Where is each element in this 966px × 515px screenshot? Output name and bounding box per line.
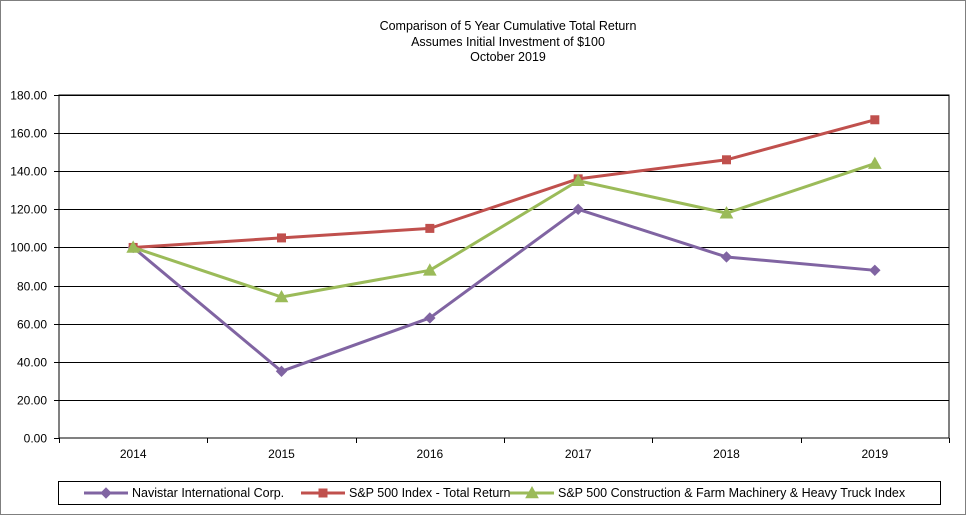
data-point-construction-index <box>719 206 734 219</box>
x-tick-label: 2014 <box>120 447 147 461</box>
legend-item-construction-index: S&P 500 Construction & Farm Machinery & … <box>510 482 905 504</box>
series-sp500 <box>128 115 880 252</box>
legend-swatch-marker <box>318 488 328 498</box>
data-point-navistar <box>572 203 584 216</box>
x-tick-label: 2016 <box>416 447 443 461</box>
y-tick-label: 80.00 <box>17 280 47 294</box>
chart-title-line-1: Comparison of 5 Year Cumulative Total Re… <box>379 19 637 33</box>
data-point-sp500 <box>425 223 435 233</box>
y-tick-label: 60.00 <box>17 318 47 332</box>
data-point-sp500 <box>722 155 731 165</box>
y-tick-label: 120.00 <box>10 203 47 217</box>
chart-title: Comparison of 5 Year Cumulative Total Re… <box>0 19 966 66</box>
legend-swatch-marker <box>525 485 539 499</box>
data-point-navistar <box>424 312 436 324</box>
y-tick-label: 160.00 <box>10 127 47 141</box>
x-tick-label: 2018 <box>713 447 740 461</box>
data-point-navistar <box>720 251 733 263</box>
legend: Navistar International Corp. S&P 500 Ind… <box>58 481 941 505</box>
data-point-construction-index <box>571 173 586 187</box>
y-tick-label: 20.00 <box>17 394 47 408</box>
data-point-navistar <box>275 365 288 378</box>
x-tick-label: 2019 <box>861 447 888 461</box>
grid-lines <box>59 95 949 401</box>
data-point-construction-index <box>422 263 437 276</box>
x-tick-label: 2015 <box>268 447 295 461</box>
y-tick-label: 180.00 <box>10 89 47 103</box>
data-point-construction-index <box>274 289 289 303</box>
data-point-navistar <box>869 264 881 277</box>
series-line-navistar <box>132 207 875 373</box>
series <box>126 115 882 378</box>
y-tick-label: 140.00 <box>10 165 47 179</box>
series-construction-index <box>126 156 882 303</box>
y-tick-label: 40.00 <box>17 356 47 370</box>
legend-label-sp500: S&P 500 Index - Total Return <box>349 486 511 500</box>
legend-swatch-construction-index <box>510 485 554 499</box>
legend-label-construction-index: S&P 500 Construction & Farm Machinery & … <box>558 486 906 500</box>
axes <box>54 94 950 443</box>
legend-swatch-sp500 <box>301 488 345 498</box>
series-navistar <box>127 203 881 378</box>
legend-item-sp500: S&P 500 Index - Total Return <box>301 482 510 504</box>
data-point-construction-index <box>126 240 141 253</box>
chart-title-line-2: Assumes Initial Investment of $100 <box>411 34 605 49</box>
legend-swatch-marker <box>100 487 112 499</box>
series-line-sp500 <box>133 118 876 249</box>
data-point-sp500 <box>277 233 286 243</box>
legend-label-navistar: Navistar International Corp. <box>132 486 285 500</box>
data-point-construction-index <box>867 156 882 169</box>
y-tick-labels: 0.00 20.00 40.00 60.00 80.00 100.00 120.00 140.… <box>10 89 47 446</box>
y-tick-label: 100.00 <box>10 241 47 255</box>
data-point-sp500 <box>870 115 880 125</box>
chart-title-line-3: October 2019 <box>470 50 546 64</box>
x-tick-label: 2017 <box>565 447 592 461</box>
y-tick-label: 0.00 <box>24 432 48 446</box>
legend-swatch-navistar <box>84 487 128 499</box>
legend-item-navistar: Navistar International Corp. <box>84 482 284 504</box>
series-line-construction-index <box>132 162 876 299</box>
x-tick-labels: 2014 2015 2016 2017 2018 2019 <box>120 447 889 461</box>
